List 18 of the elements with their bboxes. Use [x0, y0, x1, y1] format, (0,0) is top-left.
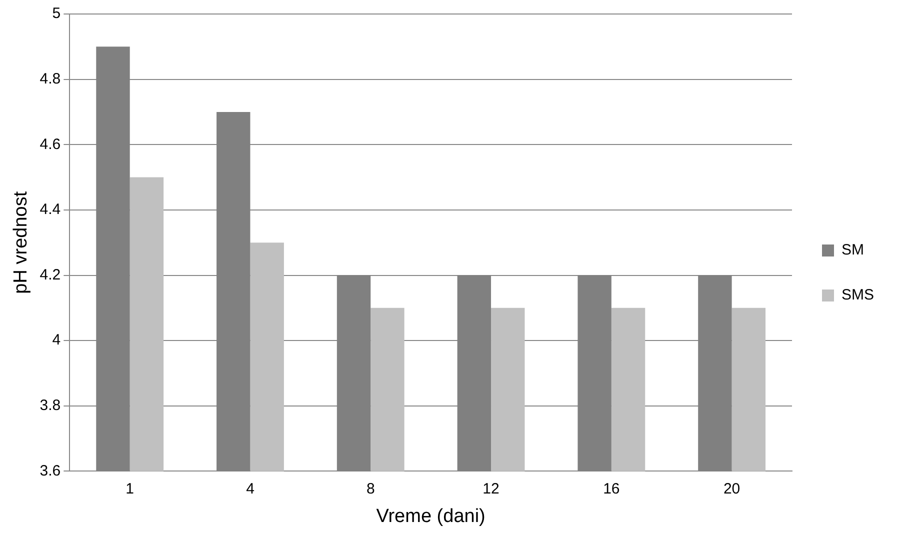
x-tick-label: 16	[603, 480, 620, 498]
y-tick-label: 5	[52, 5, 61, 22]
y-tick-label: 3.8	[40, 397, 61, 414]
y-tick-label: 4.6	[40, 136, 61, 153]
y-tick-label: 4.4	[40, 201, 61, 218]
y-tick-label: 4.2	[40, 266, 61, 284]
x-axis-title: Vreme (dani)	[376, 506, 486, 527]
y-tick-label: 3.6	[40, 462, 61, 480]
y-tick-label: 4.8	[40, 70, 61, 88]
legend-label: SMS	[841, 286, 874, 304]
x-tick-label: 20	[723, 480, 740, 498]
y-axis-title: pH vrednost	[10, 190, 32, 294]
x-tick-label: 1	[126, 480, 134, 498]
y-tick-label: 4	[52, 332, 61, 349]
x-tick-label: 8	[366, 480, 375, 498]
x-tick-label: 12	[482, 480, 500, 498]
x-tick-label: 4	[246, 480, 254, 498]
legend-label: SM	[841, 242, 864, 259]
